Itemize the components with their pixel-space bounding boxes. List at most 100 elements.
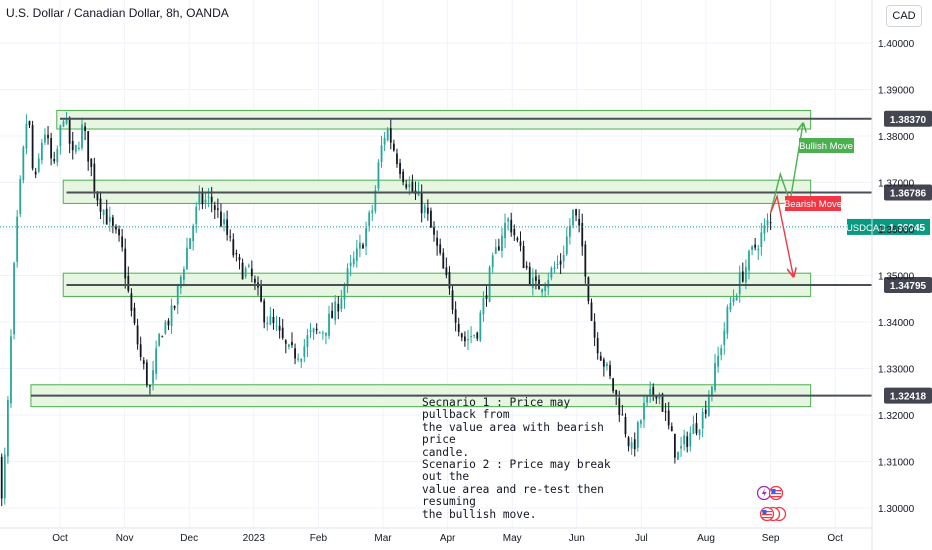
- candle-body: [266, 322, 269, 325]
- candle-body: [640, 420, 642, 424]
- candle-body: [646, 395, 648, 403]
- level-price-label: 1.38370: [890, 115, 927, 126]
- candle-body: [111, 217, 114, 226]
- candle-body: [612, 378, 615, 392]
- candle-body: [510, 219, 513, 233]
- candle-body: [473, 335, 476, 337]
- candle-body: [127, 275, 130, 291]
- candle-body: [149, 385, 151, 387]
- candle-body: [686, 436, 689, 448]
- candle-body: [235, 253, 238, 255]
- x-tick-label: Feb: [310, 533, 328, 544]
- candle-body: [439, 244, 442, 254]
- candle-body: [565, 236, 568, 255]
- x-tick-label: Jul: [635, 533, 648, 544]
- candle-body: [189, 238, 191, 249]
- scenario-arrow: [769, 193, 794, 275]
- candle-body: [535, 276, 537, 281]
- candle-body: [142, 360, 145, 364]
- candle-body: [337, 303, 340, 312]
- candle-body: [164, 321, 167, 334]
- candle-body: [81, 124, 83, 148]
- candle-body: [254, 278, 256, 283]
- x-tick-label: Sep: [762, 533, 780, 544]
- level-price-label: 1.32418: [890, 392, 927, 403]
- candle-body: [519, 241, 522, 246]
- candle-body: [300, 359, 303, 362]
- candle-body: [368, 212, 371, 226]
- event-icons[interactable]: [757, 484, 791, 528]
- candle-body: [735, 295, 738, 301]
- x-axis[interactable]: Oct Nov Dec 2023 Feb Mar Apr May Jun Jul Aug Sep Oct: [0, 527, 872, 544]
- candle-body: [161, 336, 164, 338]
- candle-body: [738, 272, 741, 295]
- candle-body: [318, 332, 321, 334]
- y-tick-label: 1.37000: [878, 179, 915, 190]
- candle-body: [550, 268, 553, 278]
- candle-body: [145, 362, 148, 386]
- y-tick-label: 1.32000: [878, 411, 915, 422]
- candle-body: [19, 179, 22, 214]
- candle-body: [494, 247, 497, 254]
- candle-body: [698, 429, 701, 436]
- candle-body: [442, 252, 445, 269]
- x-tick-label: 2023: [243, 533, 266, 544]
- candle-body: [355, 248, 358, 261]
- candle-body: [720, 348, 723, 356]
- candle-body: [331, 310, 334, 319]
- candle-body: [315, 328, 318, 331]
- candle-body: [652, 387, 655, 396]
- candle-body: [260, 286, 262, 302]
- candle-body: [763, 225, 766, 234]
- candle-body: [204, 199, 207, 203]
- us-flag-stack-icon[interactable]: [759, 506, 787, 522]
- candle-body: [176, 285, 179, 305]
- candle-body: [707, 396, 710, 416]
- candle-body: [269, 316, 272, 325]
- candle-body: [562, 255, 565, 262]
- candle-body: [220, 211, 222, 227]
- candle-body: [504, 222, 506, 239]
- candle-body: [139, 344, 142, 357]
- candle-body: [769, 222, 772, 224]
- candle-body: [643, 402, 645, 420]
- candle-body: [272, 316, 275, 324]
- zones: [30, 109, 812, 408]
- candle-body: [544, 285, 547, 292]
- y-axis[interactable]: 1.290001.300001.310001.320001.330001.340…: [871, 0, 915, 550]
- candle-body: [732, 298, 735, 303]
- candle-body: [436, 237, 439, 246]
- candle-body: [365, 228, 367, 247]
- candle-body: [553, 267, 556, 269]
- candle-body: [602, 359, 605, 367]
- candle-body: [581, 223, 584, 247]
- candle-body: [115, 226, 117, 230]
- candle-body: [62, 121, 65, 127]
- candle-body: [531, 277, 534, 289]
- x-tick-label: Oct: [52, 533, 68, 544]
- x-tick-label: Apr: [440, 533, 456, 544]
- candle-body: [501, 235, 503, 251]
- candle-body: [278, 325, 281, 331]
- lightning-icon[interactable]: [757, 485, 772, 501]
- candle-body: [34, 171, 37, 175]
- us-flag-icon[interactable]: [768, 485, 784, 501]
- level-price-label: 1.34795: [890, 281, 927, 292]
- candle-body: [479, 312, 482, 341]
- candle-body: [201, 192, 204, 205]
- candle-body: [155, 348, 158, 374]
- candle-body: [766, 219, 769, 226]
- candle-body: [751, 246, 753, 251]
- y-tick-label: 1.39000: [878, 86, 915, 97]
- candle-body: [683, 435, 686, 445]
- candle-body: [661, 393, 664, 412]
- x-tick-label: Jun: [569, 533, 585, 544]
- candle-body: [658, 393, 661, 400]
- candle-body: [701, 411, 704, 429]
- currency-button[interactable]: CAD: [886, 5, 922, 27]
- x-tick-label: Aug: [697, 533, 715, 544]
- candle-body: [250, 268, 253, 277]
- candle-body: [78, 147, 80, 149]
- candle-body: [704, 409, 707, 414]
